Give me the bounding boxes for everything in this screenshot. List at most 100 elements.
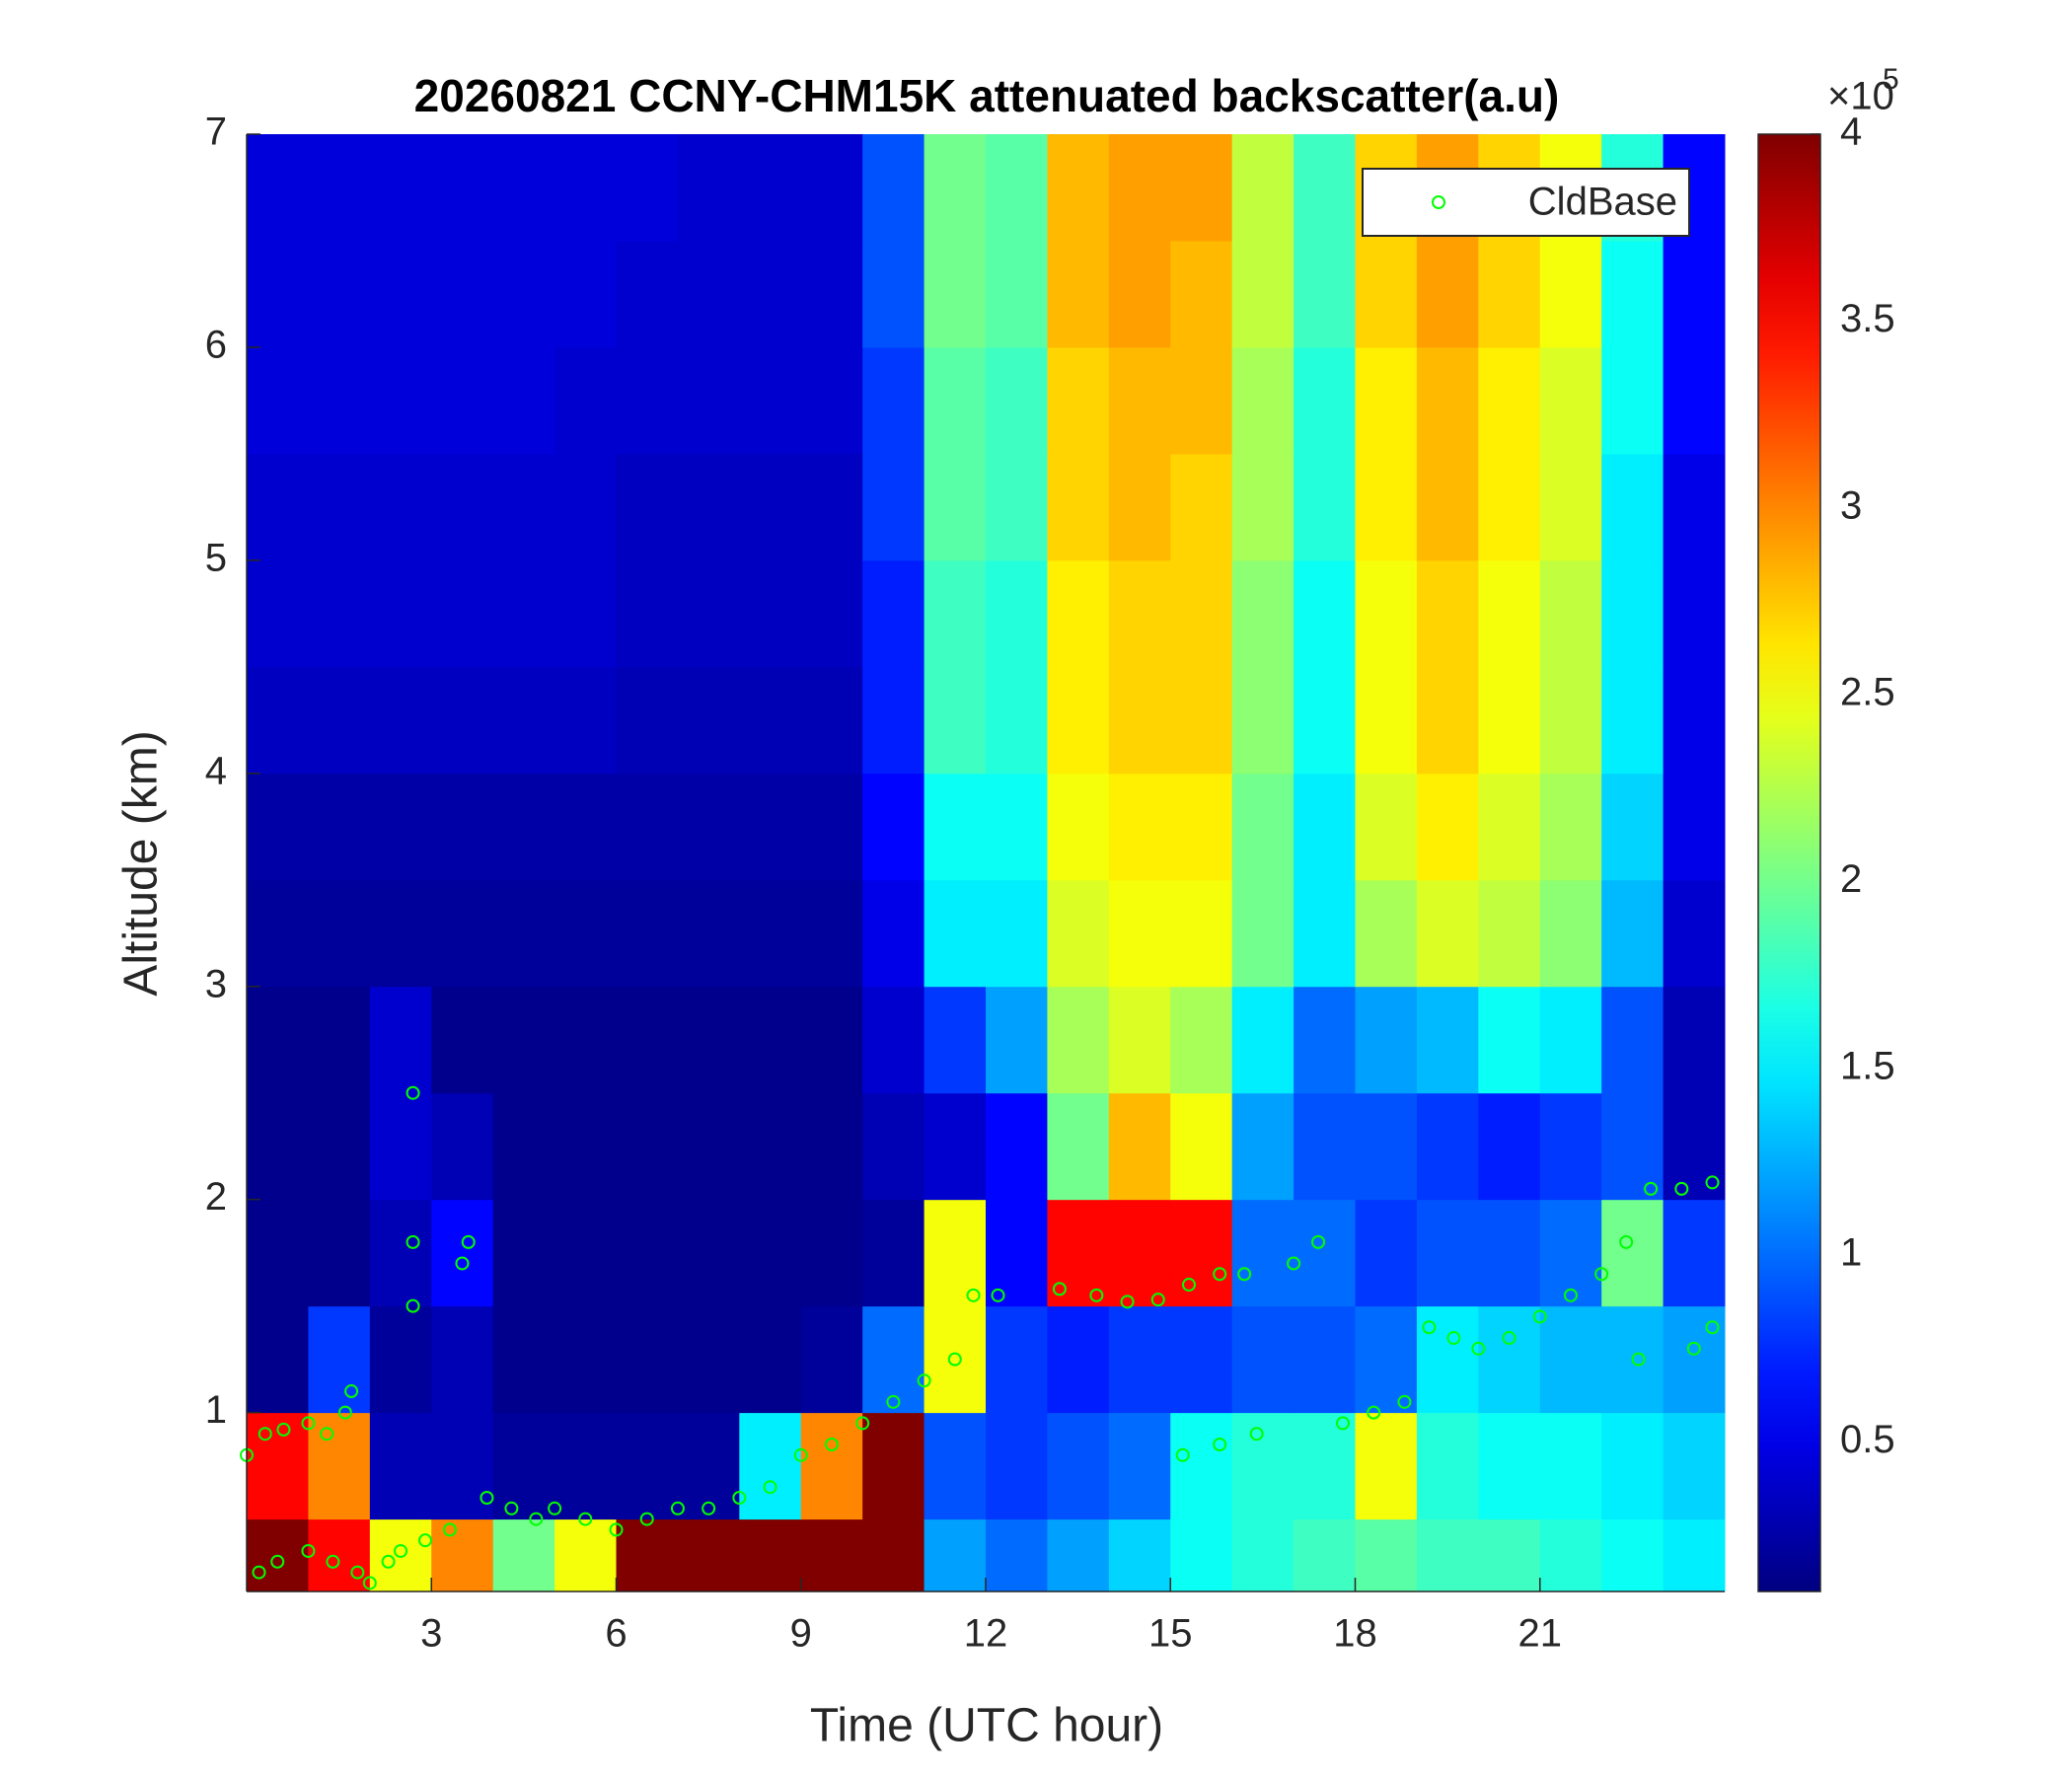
heat-cell [1231, 453, 1295, 561]
colorbar-multiplier: ×10 [1827, 75, 1894, 118]
cloud-base-point [418, 1533, 433, 1548]
heat-cell [924, 1092, 987, 1201]
heat-cell [247, 773, 309, 881]
heat-cell [1478, 1092, 1541, 1201]
heat-cell [308, 240, 371, 348]
heat-cell [1601, 879, 1665, 988]
heat-cell [308, 1412, 371, 1520]
cloud-base-point [252, 1565, 266, 1580]
heat-cell [1108, 559, 1171, 668]
heat-cell [986, 1412, 1048, 1520]
heat-cell [1294, 879, 1356, 988]
heat-cell [247, 240, 309, 348]
heat-cell [1047, 986, 1110, 1094]
heat-cell [555, 453, 617, 561]
heat-cell [1294, 666, 1356, 775]
heat-cell [800, 453, 863, 561]
x-tick-label: 9 [790, 1612, 812, 1656]
heat-cell [986, 134, 1048, 242]
cloud-base-point [461, 1234, 476, 1249]
cloud-base-point [301, 1416, 316, 1431]
cloud-base-point [406, 1234, 420, 1249]
x-tick-label: 15 [1148, 1612, 1193, 1656]
heat-cell [1231, 134, 1295, 242]
heat-cell [1047, 666, 1110, 775]
heat-cell [308, 1092, 371, 1201]
cloud-base-point [1052, 1282, 1067, 1296]
heat-cell [308, 559, 371, 668]
y-tick-label: 2 [205, 1175, 227, 1219]
heat-cell [924, 1412, 987, 1520]
cloud-base-point [1336, 1416, 1351, 1431]
heat-cell [492, 453, 555, 561]
heat-cell [1663, 559, 1726, 668]
heat-cell [1416, 1412, 1479, 1520]
x-axis-label: Time (UTC hour) [810, 1700, 1163, 1752]
heat-cell [369, 134, 432, 242]
heat-cell [431, 559, 494, 668]
cloud-base-point [548, 1501, 562, 1516]
heat-cell [1539, 1199, 1602, 1307]
heat-cell [616, 134, 679, 242]
heat-cell [1294, 1305, 1356, 1414]
heat-cell [986, 773, 1048, 881]
heat-cell [924, 1199, 987, 1307]
cloud-base-point [1446, 1331, 1461, 1346]
colorbar-tick-label: 2 [1840, 857, 1862, 901]
heat-cell [800, 346, 863, 455]
heat-cell [1663, 1305, 1726, 1414]
legend-marker [1432, 195, 1445, 209]
heat-cell [1355, 1412, 1418, 1520]
heat-cell [1294, 240, 1356, 348]
heat-cell [800, 879, 863, 988]
heat-cell [739, 559, 802, 668]
cloud-base-point [394, 1543, 408, 1558]
heat-cell [492, 1412, 555, 1520]
heat-cell [431, 134, 494, 242]
heat-cell [1108, 773, 1171, 881]
heat-cell [1108, 1305, 1171, 1414]
heat-cell [1047, 240, 1110, 348]
heat-cell [1231, 666, 1295, 775]
heat-cell [492, 986, 555, 1094]
heat-cell [555, 559, 617, 668]
heat-cell [986, 986, 1048, 1094]
heat-cell [1108, 666, 1171, 775]
heat-cell [800, 986, 863, 1094]
legend: CldBase [1362, 168, 1690, 237]
heat-cell [1478, 559, 1541, 668]
y-axis-label: Altitude (km) [115, 730, 168, 996]
heat-cell [924, 666, 987, 775]
heat-cell [1355, 879, 1418, 988]
heat-cell [862, 879, 925, 988]
heat-cell [862, 986, 925, 1094]
cloud-base-point [455, 1256, 470, 1271]
heat-cell [800, 134, 863, 242]
heat-cell [431, 773, 494, 881]
cloud-base-point [1175, 1447, 1190, 1462]
heat-cell [677, 134, 740, 242]
heat-cell [986, 1092, 1048, 1201]
cloud-base-point [344, 1384, 359, 1399]
heat-cell [862, 666, 925, 775]
colorbar-tick-label: 2.5 [1840, 671, 1895, 714]
heat-cell [1231, 879, 1295, 988]
heat-cell [739, 346, 802, 455]
heat-cell [677, 773, 740, 881]
heat-cell [1294, 559, 1356, 668]
heat-cell [369, 346, 432, 455]
heat-cell [1231, 346, 1295, 455]
heat-cell [555, 1199, 617, 1307]
heat-cell [492, 1199, 555, 1307]
x-tick-label: 3 [420, 1612, 442, 1656]
heat-cell [924, 1305, 987, 1414]
heat-cell [739, 134, 802, 242]
heat-cell [1601, 666, 1665, 775]
heat-cell [924, 773, 987, 881]
heat-cell [1478, 346, 1541, 455]
cloud-base-point [1631, 1352, 1646, 1367]
heat-cell [308, 1518, 371, 1592]
heat-cell [247, 453, 309, 561]
heat-cell [986, 1305, 1048, 1414]
